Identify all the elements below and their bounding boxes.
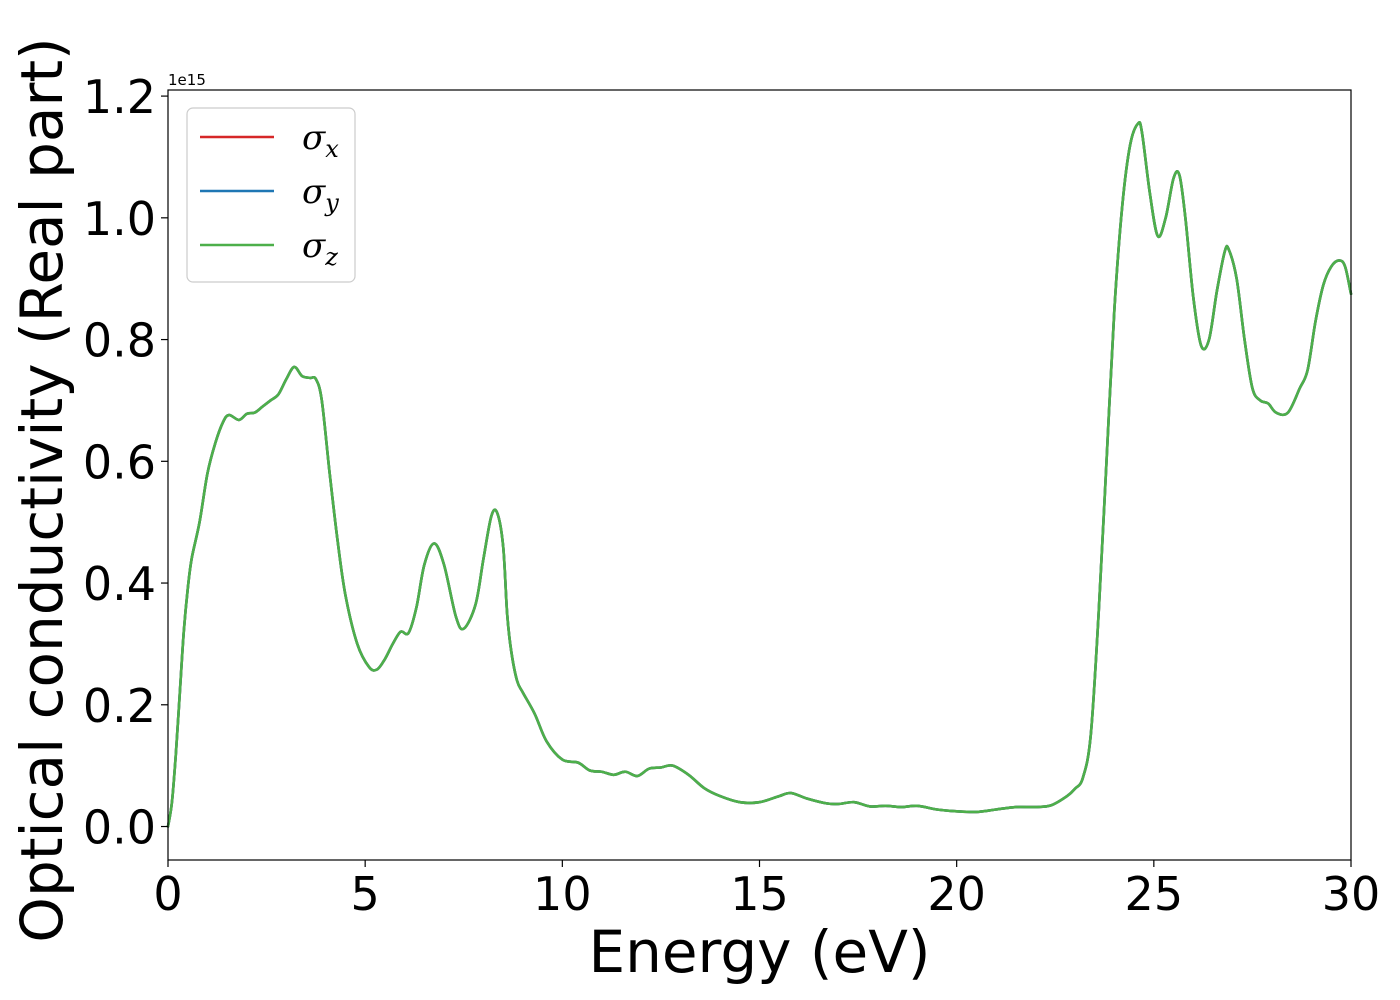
y-axis-label: Optical conductivity (Real part) [8,37,76,942]
y-axis-ticks: 0.0 0.2 0.4 0.6 0.8 1.0 1.2 [83,70,168,855]
legend-label-y: σy [302,172,339,217]
legend-label-x: σx [302,118,339,163]
legend-subscript: y [324,189,339,217]
legend-box [186,107,356,283]
y-tick-label: 1.2 [83,70,156,124]
series-layer [166,121,1353,828]
y-tick-label: 0.4 [83,557,156,611]
x-tick-label: 10 [533,867,592,921]
x-tick-label: 0 [153,867,182,921]
legend-subscript: x [325,135,339,163]
x-tick-label: 15 [730,867,789,921]
x-axis-label: Energy (eV) [588,918,930,986]
x-tick-label: 20 [927,867,986,921]
legend-label-z: σz [302,226,338,271]
x-tick-label: 5 [351,867,380,921]
legend-symbol: σ [302,172,326,212]
series-line-z [166,121,1353,828]
legend-symbol: σ [302,118,326,158]
x-axis-ticks: 0 5 10 15 20 25 30 [153,860,1380,921]
y-tick-label: 0.6 [83,435,156,489]
y-tick-label: 1.0 [83,192,156,246]
x-tick-label: 25 [1125,867,1184,921]
y-tick-label: 0.2 [83,679,156,733]
y-axis-offset-label: 1e15 [168,71,206,89]
legend-symbol: σ [302,226,326,266]
legend-subscript: z [324,243,338,271]
y-tick-label: 0.0 [83,801,156,855]
y-tick-label: 0.8 [83,314,156,368]
x-tick-label: 30 [1322,867,1381,921]
